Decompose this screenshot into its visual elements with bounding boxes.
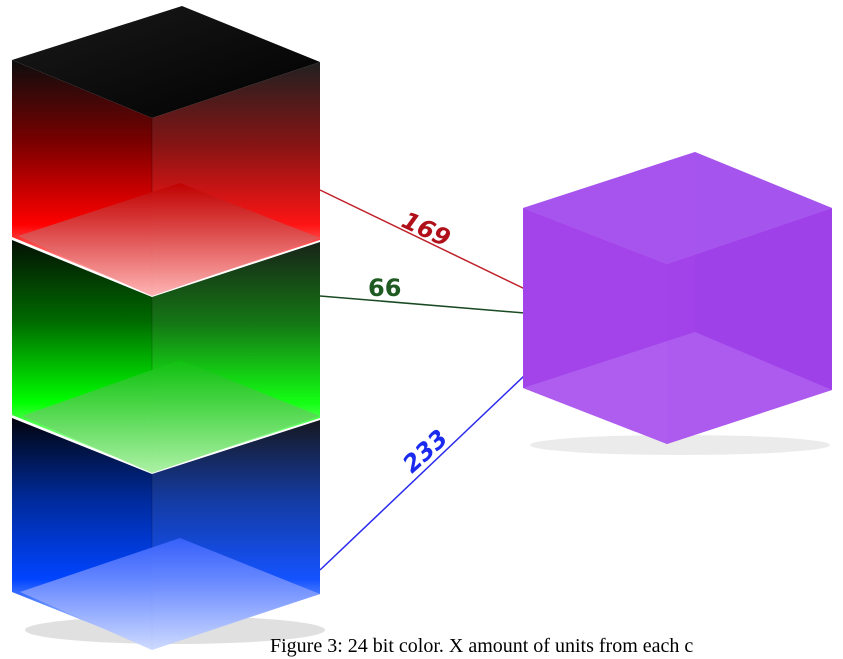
result-cube-shadow: [530, 435, 830, 455]
result-cube-inner-left: [523, 152, 695, 388]
result-purple-cube: [523, 152, 832, 455]
green-value-label: 66: [368, 274, 401, 302]
red-value-label: 169: [397, 206, 454, 253]
figure-caption: Figure 3: 24 bit color. X amount of unit…: [270, 635, 694, 657]
green-blue-divider: [22, 360, 320, 473]
blue-bottom-plane: [20, 538, 320, 650]
red-green-divider: [18, 183, 320, 296]
red-cube-top-face: [12, 6, 320, 118]
result-cube-inner-right: [695, 152, 832, 390]
result-cube-bottom: [523, 332, 832, 444]
